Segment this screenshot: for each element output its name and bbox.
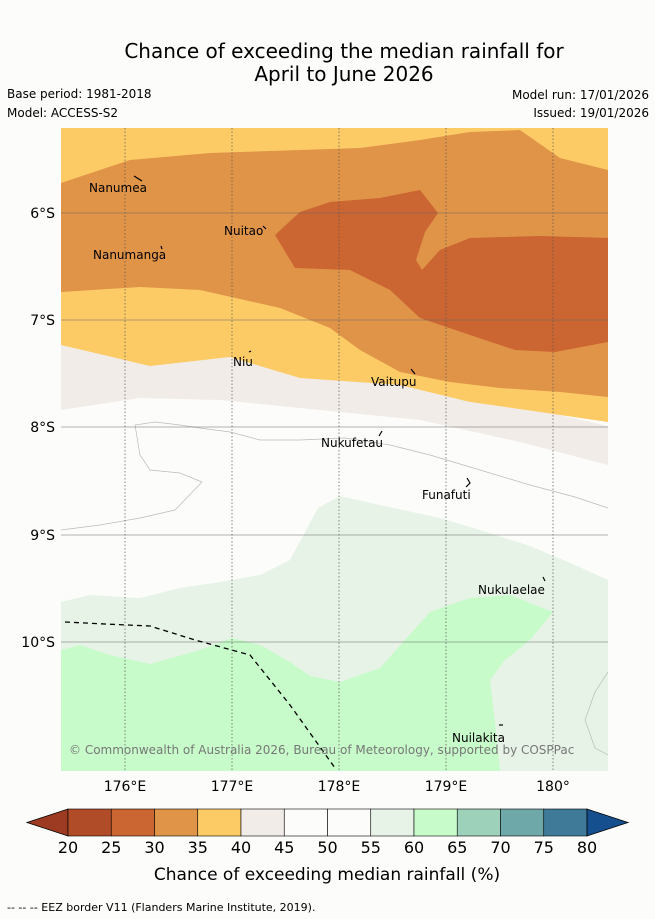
colorbar-segment [543, 808, 588, 837]
place-label: Niu [233, 355, 253, 369]
colorbar-tick-label: 75 [534, 838, 554, 857]
colorbar-under-arrow [25, 808, 69, 837]
colorbar-label: Chance of exceeding median rainfall (%) [154, 865, 500, 885]
copyright-text: © Commonwealth of Australia 2026, Bureau… [69, 743, 574, 757]
place-label: Nukufetau [321, 436, 383, 450]
place-labels: Nanumea Nuitao Nanumanga Niu Vaitupu Nuk… [89, 181, 545, 745]
place-label: Nukulaelae [478, 583, 545, 597]
title-line-2: April to June 2026 [254, 62, 434, 86]
lon-tick-label: 180° [536, 779, 570, 795]
place-label: Funafuti [422, 488, 471, 502]
longitude-gridlines [124, 128, 554, 771]
island-vaitupu [410, 368, 416, 375]
lat-tick-label: 6°S [30, 206, 55, 222]
colorbar-segment [500, 808, 545, 837]
colorbar-tick-label: 30 [144, 838, 164, 857]
island-nuitao [262, 225, 267, 230]
place-label: Vaitupu [371, 375, 417, 389]
latitude-gridlines [61, 212, 608, 643]
contour-line-50 [61, 421, 608, 531]
colorbar-tick-label: 60 [404, 838, 424, 857]
model-name: Model: ACCESS-S2 [7, 106, 119, 120]
lat-tick-label: 8°S [30, 420, 55, 436]
issued-date: Issued: 19/01/2026 [533, 106, 649, 120]
colorbar-segment [197, 808, 242, 837]
colorbar-tick-label: 50 [317, 838, 337, 857]
eez-border-line [64, 621, 336, 769]
colorbar-tick-label: 35 [188, 838, 208, 857]
place-label: Nuitao [224, 224, 263, 238]
latitude-axis: 6°S 7°S 8°S 9°S 10°S [21, 206, 55, 651]
colorbar-segments [67, 808, 588, 837]
place-label: Nanumea [89, 181, 147, 195]
colorbar-segment [110, 808, 155, 837]
colorbar-tick-label: 55 [361, 838, 381, 857]
colorbar-tick-label: 45 [274, 838, 294, 857]
contour-25-30 [275, 190, 608, 352]
colorbar-tick-label: 70 [490, 838, 510, 857]
place-label: Nuilakita [452, 731, 505, 745]
island-niu [248, 350, 252, 353]
colorbar-segment [413, 808, 458, 837]
colorbar-segment [456, 808, 501, 837]
contour-40-45 [61, 345, 608, 465]
island-shapes [133, 175, 546, 726]
contour-60-65 [61, 595, 553, 771]
lon-tick-label: 176°E [104, 779, 147, 795]
colorbar-over-arrow [586, 808, 630, 837]
colorbar-segment [370, 808, 415, 837]
longitude-axis: 176°E 177°E 178°E 179°E 180° [104, 779, 570, 795]
lat-tick-label: 9°S [30, 528, 55, 544]
island-funafuti [465, 477, 471, 488]
colorbar-segment [240, 808, 285, 837]
chart-title: Chance of exceeding the median rainfall … [0, 40, 655, 86]
map-area: Nanumea Nuitao Nanumanga Niu Vaitupu Nuk… [61, 128, 608, 771]
colorbar-tick-label: 20 [58, 838, 78, 857]
lat-tick-label: 10°S [21, 635, 55, 651]
island-nanumea [133, 175, 143, 182]
colorbar-segment [67, 808, 112, 837]
lat-tick-label: 7°S [30, 313, 55, 329]
model-run: Model run: 17/01/2026 [511, 88, 649, 102]
island-nukulaelae [542, 576, 546, 582]
colorbar-tick-label: 65 [447, 838, 467, 857]
colorbar-segment [327, 808, 372, 837]
colorbar-segment [283, 808, 328, 837]
colorbar: 20 25 30 35 40 45 50 55 60 65 70 75 80 Chance of exc… [25, 808, 630, 885]
island-nanumanga [160, 245, 163, 250]
colorbar-segment [154, 808, 199, 837]
colorbar-ticks: 20 25 30 35 40 45 50 55 60 65 70 75 80 [58, 838, 597, 857]
base-period: Base period: 1981-2018 [7, 87, 152, 101]
lon-tick-label: 178°E [318, 779, 361, 795]
eez-legend: -- -- -- EEZ border V11 (Flanders Marine… [7, 901, 315, 914]
lon-tick-label: 179°E [425, 779, 468, 795]
lon-tick-label: 177°E [211, 779, 254, 795]
contour-line-50-east [584, 671, 608, 756]
colorbar-tick-label: 40 [231, 838, 251, 857]
colorbar-tick-label: 25 [101, 838, 121, 857]
colorbar-tick-label: 80 [577, 838, 597, 857]
place-label: Nanumanga [93, 248, 166, 262]
island-nukufetau [378, 430, 383, 437]
title-line-1: Chance of exceeding the median rainfall … [124, 39, 564, 63]
